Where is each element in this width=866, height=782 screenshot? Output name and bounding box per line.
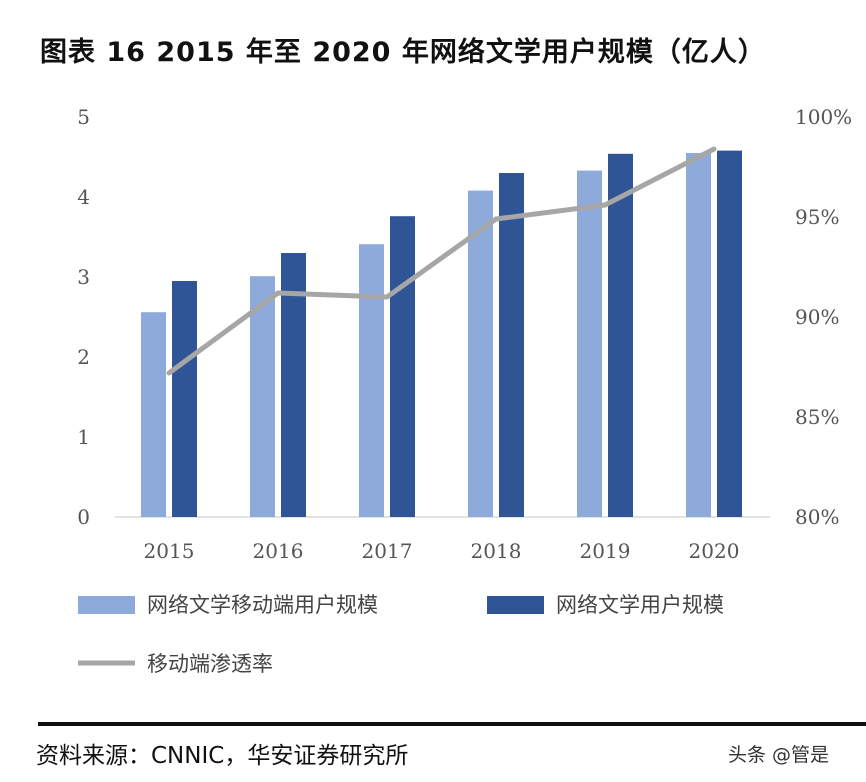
y-tick-label: 4 (77, 185, 90, 209)
line-penetration-rate (166, 146, 717, 376)
line-point (167, 371, 171, 375)
bar-mobile-users (359, 244, 384, 517)
chart-title: 图表 16 2015 年至 2020 年网络文学用户规模（亿人） (40, 37, 766, 68)
y-tick-label: 3 (77, 265, 90, 289)
y2-tick-label: 90% (795, 305, 839, 329)
bar-mobile-users (577, 170, 602, 517)
legend-swatch-total (487, 596, 544, 614)
y2-tick-label: 95% (795, 205, 839, 229)
line-point (494, 217, 498, 221)
line-point (276, 291, 280, 295)
bar-mobile-users (686, 153, 711, 517)
y-tick-label: 0 (77, 505, 90, 529)
bar-total-users (499, 173, 524, 517)
x-tick-label: 2020 (689, 539, 740, 563)
bar-mobile-users (250, 276, 275, 517)
x-tick-label: 2018 (471, 539, 522, 563)
line-point (385, 295, 389, 299)
bar-mobile-users (141, 312, 166, 517)
x-tick-label: 2017 (362, 539, 413, 563)
bar-total-users (172, 281, 197, 517)
y2-tick-label: 85% (795, 405, 839, 429)
line-point (603, 203, 607, 207)
bar-mobile-users (468, 190, 493, 517)
bar-total-users (390, 216, 415, 517)
legend-label-total: 网络文学用户规模 (556, 593, 724, 617)
legend-label-mobile: 网络文学移动端用户规模 (147, 593, 378, 617)
divider (38, 722, 866, 726)
legend-label-rate: 移动端渗透率 (147, 652, 273, 676)
legend-swatch-mobile (78, 596, 135, 614)
x-tick-label: 2016 (253, 539, 304, 563)
bar-total-users (281, 253, 306, 517)
x-tick-label: 2019 (580, 539, 631, 563)
x-tick-label: 2015 (144, 539, 195, 563)
bar-total-users (717, 150, 742, 517)
y-tick-label: 5 (77, 105, 90, 129)
watermark: 头条 @管是 (728, 744, 830, 766)
chart: 0 1 2 3 4 5 80% 85% 90% 95% 100% 2015 2016 2017 2018 20… (77, 105, 852, 676)
bar-total-users (608, 153, 633, 518)
y2-tick-label: 80% (795, 505, 839, 529)
line-point (712, 147, 716, 151)
y2-tick-label: 100% (795, 105, 852, 129)
y-tick-label: 1 (77, 425, 90, 449)
source-note: 资料来源：CNNIC，华安证券研究所 (36, 743, 409, 769)
y-tick-label: 2 (77, 345, 90, 369)
